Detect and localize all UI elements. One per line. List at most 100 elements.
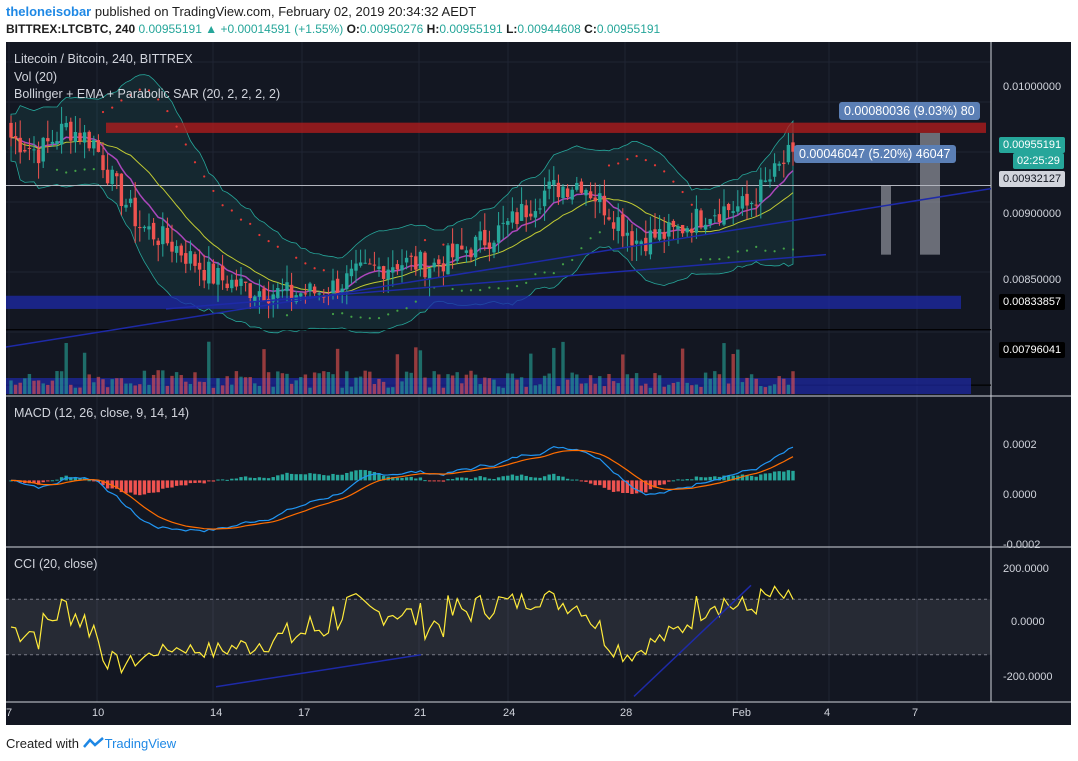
volume-bar xyxy=(9,380,13,394)
macd-histogram-bar xyxy=(78,478,82,481)
created-with-text: Created with xyxy=(6,736,79,751)
macd-histogram-bar xyxy=(294,474,298,481)
measure-box-large xyxy=(920,132,940,255)
sar-dot xyxy=(193,161,197,164)
volume-bar xyxy=(115,378,119,394)
sar-dot xyxy=(709,258,712,261)
candle xyxy=(575,182,579,190)
macd-histogram-bar xyxy=(791,470,795,481)
macd-histogram-bar xyxy=(469,479,473,481)
cci-tick-1: 0.0000 xyxy=(1011,616,1045,628)
volume-bar xyxy=(18,382,22,394)
volume-bar xyxy=(409,372,413,394)
sar-dot xyxy=(773,250,776,253)
candle xyxy=(754,204,758,206)
macd-histogram-bar xyxy=(515,475,519,481)
macd-histogram-bar xyxy=(105,480,110,489)
candle xyxy=(335,278,340,295)
volume-bar xyxy=(262,349,266,394)
sar-dot xyxy=(617,162,620,165)
macd-histogram-bar xyxy=(722,475,726,481)
volume-bar xyxy=(280,373,285,394)
sar-dot xyxy=(653,164,657,167)
measure-label-large: 0.00080036 (9.03%) 80 xyxy=(839,102,980,120)
macd-histogram-bar xyxy=(409,476,413,481)
candle xyxy=(253,296,257,301)
candle xyxy=(207,261,211,284)
candle xyxy=(506,221,510,225)
legend-cci: CCI (20, close) xyxy=(14,557,98,571)
candle xyxy=(639,241,643,245)
macd-histogram-bar xyxy=(50,480,55,482)
volume-bar xyxy=(538,384,542,394)
sar-dot xyxy=(55,168,59,171)
candle xyxy=(317,293,321,295)
macd-histogram-bar xyxy=(694,476,699,481)
volume-bar xyxy=(588,375,593,394)
macd-histogram-bar xyxy=(326,475,331,481)
volume-bar xyxy=(64,343,68,394)
candle xyxy=(381,266,386,279)
volume-bar xyxy=(377,378,381,394)
volume-bar xyxy=(542,375,547,394)
volume-bar xyxy=(450,375,455,394)
chart-svg[interactable] xyxy=(6,42,1071,725)
macd-tick-2: -0.0002 xyxy=(1003,539,1041,551)
macd-histogram-bar xyxy=(519,474,524,481)
volume-bar xyxy=(423,377,427,394)
volume-bar xyxy=(478,384,482,394)
volume-bar xyxy=(174,372,179,394)
candle xyxy=(487,242,492,249)
macd-histogram-bar xyxy=(538,477,542,481)
candle xyxy=(239,278,243,286)
candle xyxy=(230,279,234,289)
macd-histogram-bar xyxy=(759,474,763,481)
candle xyxy=(786,144,791,163)
tradingview-link[interactable]: TradingView xyxy=(104,736,177,751)
price-tag-low: 0.00796041 xyxy=(999,342,1066,358)
candle xyxy=(124,204,128,208)
volume-bar xyxy=(759,386,763,394)
macd-histogram-bar xyxy=(207,480,211,482)
volume-bar xyxy=(82,352,87,394)
volume-bar xyxy=(506,373,510,394)
candle xyxy=(782,162,786,164)
legend-volume: Vol (20) xyxy=(14,70,58,84)
volume-bar xyxy=(23,378,27,394)
volume-bar xyxy=(469,370,473,394)
macd-histogram-bar xyxy=(73,477,78,481)
candle xyxy=(708,218,712,225)
macd-histogram-bar xyxy=(36,480,41,485)
sar-dot xyxy=(83,168,86,171)
volume-bar xyxy=(345,371,349,394)
chart-canvas[interactable]: Litecoin / Bitcoin, 240, BITTREX Vol (20… xyxy=(6,42,1071,725)
last-price: 0.00955191 xyxy=(138,22,202,36)
candle xyxy=(634,240,639,244)
volume-bar xyxy=(749,374,754,394)
sar-dot xyxy=(506,287,509,290)
macd-histogram-bar xyxy=(754,476,758,481)
candle xyxy=(64,122,68,128)
macd-histogram-bar xyxy=(625,480,630,494)
candle xyxy=(584,190,588,196)
candle xyxy=(648,230,653,255)
candle xyxy=(340,288,344,293)
candle xyxy=(427,268,432,280)
macd-histogram-bar xyxy=(128,480,133,493)
macd-histogram-bar xyxy=(749,475,754,481)
tradingview-logo-icon xyxy=(82,737,104,748)
macd-histogram-bar xyxy=(46,480,50,482)
macd-histogram-bar xyxy=(607,480,611,490)
candle xyxy=(496,225,501,243)
volume-bar xyxy=(248,377,252,394)
volume-bar xyxy=(151,374,156,394)
volume-bar xyxy=(611,381,616,394)
candle xyxy=(685,228,689,233)
volume-bar xyxy=(680,348,685,394)
sar-dot xyxy=(497,287,500,290)
price-tag-last: 0.00955191 xyxy=(999,137,1066,153)
volume-bar xyxy=(676,381,680,394)
sar-dot xyxy=(285,314,289,317)
author-link[interactable]: theloneisobar xyxy=(6,4,92,19)
candle xyxy=(653,229,657,238)
